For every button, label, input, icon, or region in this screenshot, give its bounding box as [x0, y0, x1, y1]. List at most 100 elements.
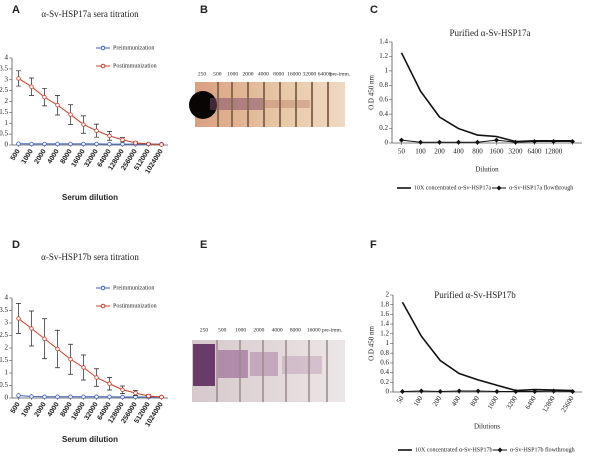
y-tick-label: 1.2	[379, 52, 388, 60]
panel-letter: C	[370, 4, 378, 16]
legend-label: Preimmunization	[113, 45, 154, 51]
x-axis-label: Serum dilution	[62, 193, 118, 202]
data-point	[29, 326, 34, 331]
x-axis-label: Dilutions	[474, 423, 500, 431]
x-tick-label: 1000	[21, 401, 35, 418]
lane-label: 64000	[318, 71, 332, 77]
series-line	[18, 78, 162, 146]
data-point	[159, 142, 164, 147]
data-point	[81, 394, 86, 399]
series-line	[400, 52, 573, 143]
x-tick-label: 800	[469, 394, 482, 408]
y-tick-label: 1.2	[380, 329, 389, 337]
legend-label: Postimmunization	[113, 303, 157, 309]
y-axis-label: O.D 450 nm	[368, 326, 376, 361]
data-point	[513, 389, 519, 395]
x-tick-label: 3200	[509, 148, 524, 156]
data-point	[55, 346, 60, 352]
series-line	[401, 139, 573, 143]
lane-label: 4000	[258, 71, 269, 77]
data-point	[456, 388, 462, 394]
data-point	[532, 389, 538, 395]
x-tick-label: 500	[10, 401, 22, 415]
x-tick-label: 1600	[490, 148, 505, 156]
data-point	[29, 394, 34, 399]
data-point	[159, 394, 164, 400]
data-point	[437, 389, 443, 395]
y-tick-label: 2.5	[0, 86, 9, 94]
x-tick-label: 400	[450, 394, 463, 408]
data-point	[551, 388, 557, 394]
lane-label: 32000	[302, 71, 316, 77]
data-point	[418, 139, 423, 145]
legend-label: α-Sv-HSP17b flowthrough	[510, 446, 575, 453]
y-tick-label: 1.6	[380, 310, 389, 318]
y-tick-label: 0.5	[0, 381, 9, 389]
data-point	[42, 94, 47, 100]
legend-marker	[100, 63, 106, 69]
y-tick-label: 1	[385, 66, 389, 74]
data-point	[107, 133, 112, 139]
y-tick-label: 1	[386, 339, 390, 347]
chart-title: Purified α-Sv-HSP17a	[450, 28, 531, 38]
x-tick-label: 6400	[524, 394, 538, 411]
y-tick-label: 2	[5, 97, 9, 105]
chart-title: α-Sv-HSP17b sera titration	[41, 252, 139, 262]
y-tick-label: 0	[5, 141, 9, 149]
data-point	[120, 387, 125, 392]
y-tick-label: 0.2	[380, 378, 389, 386]
y-tick-label: 0.6	[379, 95, 388, 103]
lane-label: 500	[213, 71, 222, 77]
legend-marker	[100, 285, 106, 291]
data-point	[107, 394, 112, 399]
data-point	[133, 390, 138, 396]
y-tick-label: 1.4	[380, 320, 389, 328]
data-point	[68, 357, 73, 362]
data-point	[68, 394, 73, 399]
y-tick-label: 1.8	[380, 300, 389, 308]
data-point	[570, 389, 576, 395]
lane-label: 250	[198, 71, 207, 77]
data-point	[120, 137, 125, 142]
data-point	[16, 141, 21, 146]
x-tick-label: 12800	[541, 394, 557, 414]
y-tick-label: 0	[385, 139, 389, 147]
data-point	[81, 365, 86, 370]
y-tick-label: 3.5	[0, 306, 9, 314]
x-tick-label: 2000	[34, 401, 48, 418]
y-tick-label: 1.4	[379, 38, 388, 46]
data-point	[133, 140, 138, 146]
data-point	[55, 102, 60, 108]
data-point	[513, 139, 518, 145]
legend-marker	[100, 303, 106, 309]
x-tick-label: 2000	[34, 148, 48, 165]
data-point	[570, 139, 575, 145]
panel-letter: E	[200, 239, 207, 251]
data-point	[494, 137, 499, 143]
data-point	[16, 316, 21, 321]
data-point	[146, 141, 151, 147]
panel-letter: F	[370, 239, 377, 251]
x-tick-label: 1000	[21, 148, 35, 165]
x-tick-label: 1600	[486, 394, 500, 411]
x-tick-label: 100	[412, 394, 425, 408]
x-tick-label: 50	[395, 394, 406, 405]
x-tick-label: 200	[431, 394, 444, 408]
y-tick-label: 0	[386, 388, 390, 396]
data-point	[16, 76, 21, 81]
data-point	[120, 141, 125, 147]
data-point	[81, 122, 86, 127]
legend-marker	[496, 185, 502, 191]
data-point	[107, 141, 112, 147]
lane-label: 4000	[272, 327, 283, 333]
data-point	[16, 393, 21, 398]
x-axis-label: Dilution	[475, 166, 499, 174]
data-point	[42, 336, 47, 341]
data-point	[94, 141, 99, 147]
x-tick-label: 800	[472, 148, 483, 156]
series-line	[401, 301, 573, 392]
series-line	[18, 395, 162, 398]
data-point	[456, 139, 461, 145]
y-tick-label: 0	[5, 394, 9, 402]
panel-letter: A	[12, 4, 20, 16]
